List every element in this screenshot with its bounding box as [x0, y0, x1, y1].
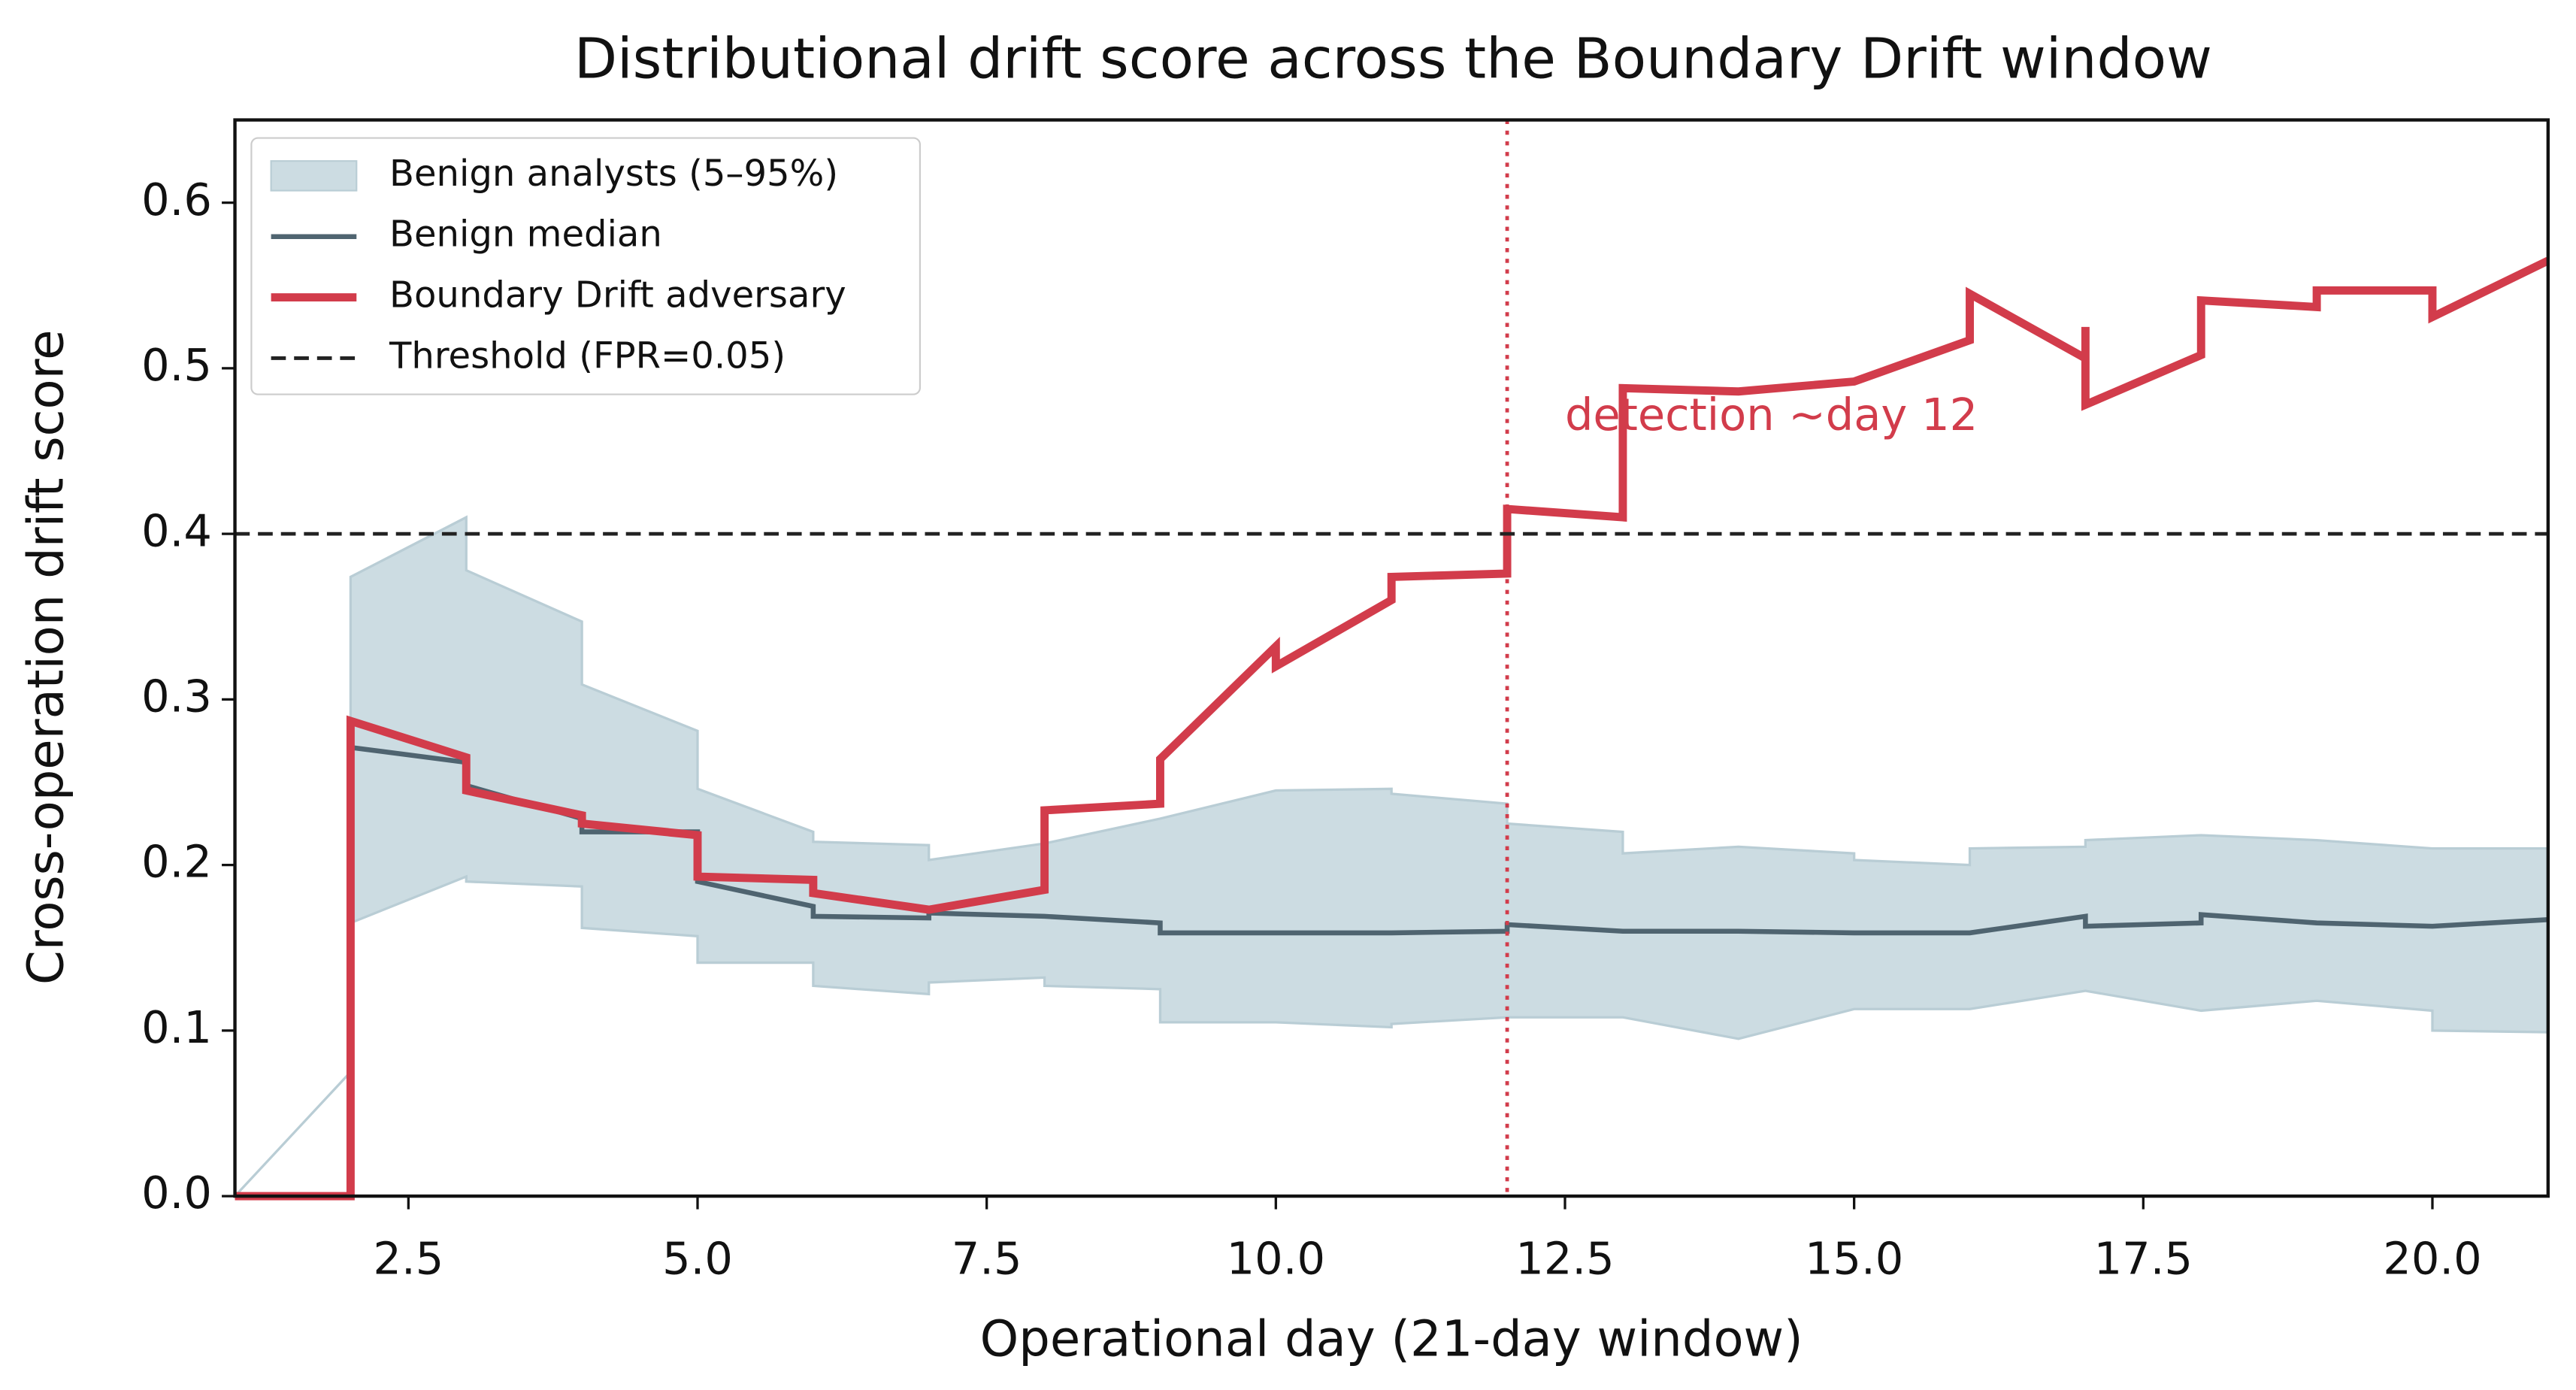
plot-area: detection ~day 12 — [234, 120, 2550, 1201]
x-tick-label: 12.5 — [1515, 1233, 1614, 1285]
x-tick-label: 15.0 — [1805, 1233, 1903, 1285]
legend-item: Benign median — [271, 213, 662, 256]
x-tick-label: 7.5 — [952, 1233, 1022, 1285]
x-tick-label: 17.5 — [2094, 1233, 2193, 1285]
legend-label: Boundary Drift adversary — [389, 274, 846, 316]
legend-item: Benign analysts (5–95%) — [270, 153, 838, 195]
chart-title: Distributional drift score across the Bo… — [574, 26, 2212, 92]
x-tick-label: 20.0 — [2383, 1233, 2481, 1285]
legend-item: Threshold (FPR=0.05) — [271, 335, 786, 377]
y-tick-label: 0.1 — [141, 1001, 212, 1053]
legend-label: Benign median — [389, 213, 662, 256]
legend-frame — [250, 137, 922, 395]
y-tick-label: 0.4 — [141, 504, 212, 556]
legend-swatch — [270, 160, 358, 192]
y-axis-label: Cross-operation drift score — [18, 330, 75, 985]
x-tick-label: 10.0 — [1227, 1233, 1325, 1285]
adversary-line — [235, 256, 2550, 1201]
x-tick-label: 5.0 — [662, 1233, 733, 1285]
detection-annotation: detection ~day 12 — [1565, 389, 1978, 441]
legend-item: Boundary Drift adversary — [271, 274, 846, 316]
y-tick-label: 0.6 — [141, 174, 212, 226]
legend-label: Benign analysts (5–95%) — [389, 153, 838, 195]
legend: Benign analysts (5–95%) Benign median Boun… — [250, 137, 922, 395]
axes-frame — [233, 118, 2550, 1198]
benign-band — [234, 515, 2550, 1198]
y-tick-label: 0.3 — [141, 670, 212, 722]
y-tick-label: 0.0 — [141, 1167, 212, 1219]
y-tick-label: 0.2 — [141, 836, 212, 888]
x-tick-label: 2.5 — [373, 1233, 443, 1285]
legend-label: Threshold (FPR=0.05) — [389, 335, 786, 377]
y-tick-label: 0.5 — [141, 339, 212, 391]
x-axis-label: Operational day (21-day window) — [980, 1311, 1803, 1368]
